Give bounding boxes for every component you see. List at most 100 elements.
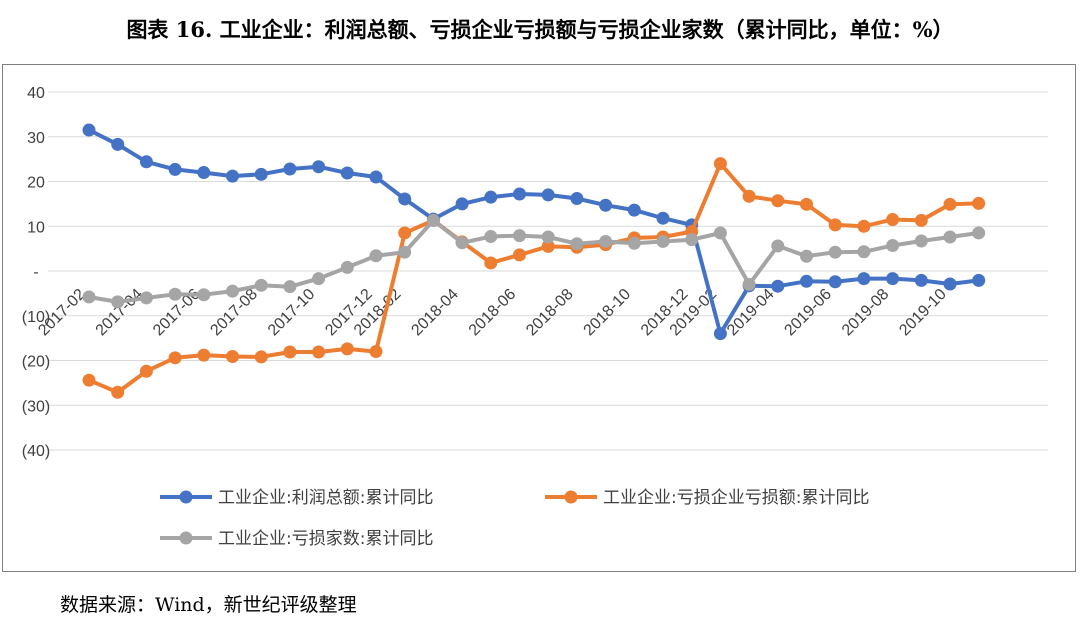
data-point <box>398 245 412 259</box>
data-point <box>570 192 584 206</box>
data-point <box>886 213 900 227</box>
data-point <box>713 157 727 171</box>
data-point <box>369 345 383 359</box>
x-tick-label: 2017-04 <box>93 286 147 340</box>
data-point <box>828 245 842 259</box>
data-point <box>226 284 239 298</box>
data-point <box>828 275 842 289</box>
data-point <box>197 348 211 362</box>
data-point <box>312 272 326 286</box>
y-tick-label: 10 <box>27 219 45 236</box>
data-point <box>455 236 469 250</box>
data-point <box>627 236 641 250</box>
data-point <box>111 295 125 309</box>
y-tick-label: 20 <box>27 175 45 192</box>
data-point <box>340 166 354 180</box>
x-tick-label: 2019-06 <box>781 286 835 340</box>
series-line <box>88 128 979 336</box>
data-point <box>972 273 986 287</box>
data-point <box>800 249 813 263</box>
legend-swatch-marker <box>179 531 193 545</box>
data-point <box>943 277 957 291</box>
y-tick-label: 30 <box>27 130 45 147</box>
data-point <box>82 373 96 387</box>
data-point <box>283 345 297 359</box>
data-point <box>914 213 928 227</box>
x-tick-label: 2018-08 <box>523 286 577 340</box>
data-point <box>656 211 670 225</box>
data-point <box>484 230 498 244</box>
data-point <box>398 226 412 240</box>
data-point <box>943 197 957 211</box>
data-point <box>82 123 96 137</box>
data-point <box>972 226 986 240</box>
data-point <box>484 256 498 270</box>
x-tick-label: 2018-06 <box>466 286 520 340</box>
data-point <box>914 234 928 248</box>
data-point <box>857 245 871 259</box>
data-point <box>541 230 555 244</box>
data-point <box>484 190 498 204</box>
series-2 <box>82 157 986 399</box>
data-point <box>369 249 383 263</box>
data-point <box>886 272 900 286</box>
data-point <box>685 233 699 247</box>
data-point <box>398 192 412 206</box>
data-point <box>168 351 182 365</box>
data-point <box>369 170 383 184</box>
data-point <box>139 364 153 378</box>
legend-item: 工业企业:利润总额:累计同比 <box>160 488 433 508</box>
data-point <box>168 287 182 301</box>
data-point <box>283 162 297 176</box>
y-tick-label: (10) <box>22 309 50 326</box>
data-point <box>226 349 239 363</box>
data-point <box>570 237 584 251</box>
legend-label: 工业企业:亏损企业亏损额:累计同比 <box>603 488 869 508</box>
y-tick-label: (30) <box>22 398 50 415</box>
data-point <box>828 218 842 232</box>
data-point <box>599 198 613 212</box>
data-point <box>771 279 785 293</box>
data-point <box>914 273 928 287</box>
data-point <box>742 277 756 291</box>
data-point <box>254 278 268 292</box>
data-point <box>111 385 125 399</box>
data-point <box>857 272 871 286</box>
data-point <box>656 234 670 248</box>
data-point <box>312 345 326 359</box>
data-point <box>943 230 957 244</box>
data-point <box>254 350 268 364</box>
series-line <box>88 161 979 395</box>
series-1 <box>82 123 986 341</box>
data-point <box>312 160 326 174</box>
y-tick-label: 40 <box>27 85 45 102</box>
data-point <box>340 342 354 356</box>
source-note: 数据来源：Wind，新世纪评级整理 <box>60 594 357 616</box>
x-tick-label: 2017-10 <box>265 286 319 340</box>
legend-item: 工业企业:亏损家数:累计同比 <box>160 529 433 549</box>
y-tick-label: (20) <box>22 354 50 371</box>
data-point <box>541 188 555 202</box>
gridlines <box>48 91 1048 451</box>
series-lines <box>82 123 986 399</box>
data-point <box>800 274 813 288</box>
data-point <box>426 213 440 227</box>
data-point <box>513 229 526 243</box>
chart-frame <box>2 64 1076 572</box>
data-point <box>168 162 182 176</box>
figure-title: 图表 16. 工业企业：利润总额、亏损企业亏损额与亏损企业家数（累计同比，单位：… <box>126 17 954 42</box>
data-point <box>742 189 756 203</box>
x-tick-label: 2019-10 <box>896 286 950 340</box>
legend-swatch-marker <box>179 490 193 504</box>
data-point <box>111 137 125 151</box>
data-point <box>771 239 785 253</box>
data-point <box>541 239 555 253</box>
data-point <box>713 327 727 341</box>
legend: 工业企业:利润总额:累计同比 工业企业:亏损企业亏损额:累计同比工业企业:亏损家数… <box>160 488 869 549</box>
y-tick-label: - <box>33 264 38 281</box>
data-point <box>972 196 986 210</box>
data-point <box>139 155 153 169</box>
legend-swatch-marker <box>564 490 578 504</box>
data-point <box>254 167 268 181</box>
